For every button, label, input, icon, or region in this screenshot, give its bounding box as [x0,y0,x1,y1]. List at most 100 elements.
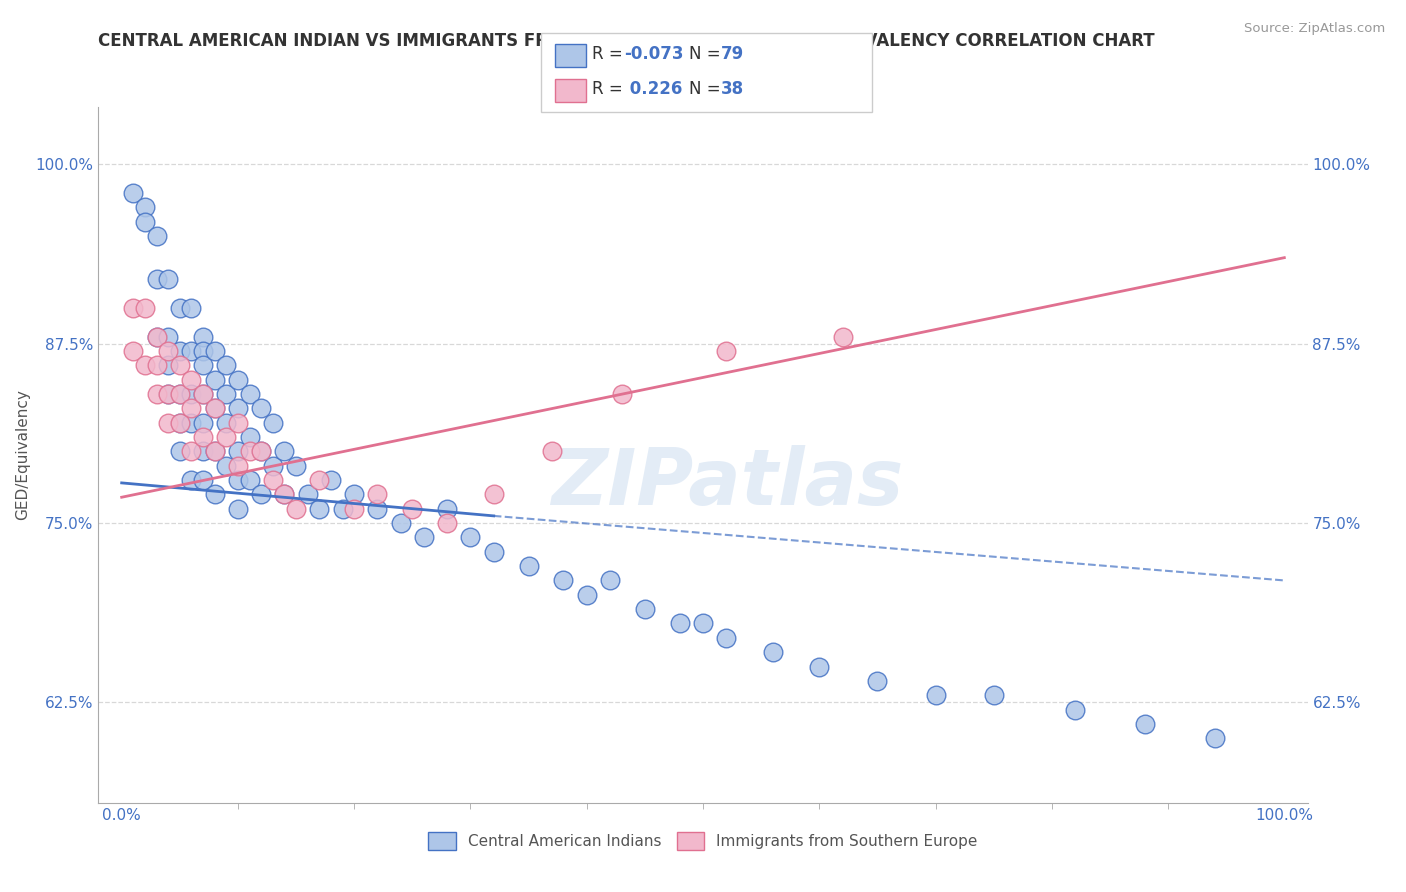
Point [308,473,330,487]
Point [239,444,262,458]
Text: 38: 38 [721,80,744,98]
Point [134,358,156,372]
Point [145,358,167,372]
Text: N =: N = [689,45,725,63]
Text: N =: N = [689,80,725,98]
Point [226,458,249,473]
Point [180,401,202,416]
Point [1064,702,1087,716]
Point [191,387,214,401]
Point [332,501,354,516]
Point [262,473,284,487]
Point [191,387,214,401]
Point [157,387,180,401]
Point [239,387,262,401]
Point [204,444,226,458]
Point [226,401,249,416]
Point [157,416,180,430]
Point [262,416,284,430]
Point [215,416,238,430]
Point [239,430,262,444]
Point [239,473,262,487]
Point [599,574,621,588]
Point [250,487,273,501]
Point [482,487,505,501]
Point [343,501,366,516]
Point [157,329,180,343]
Text: ZIPatlas: ZIPatlas [551,445,903,521]
Point [262,458,284,473]
Point [215,458,238,473]
Point [250,444,273,458]
Point [226,373,249,387]
Point [145,329,167,343]
Point [204,343,226,358]
Point [319,473,342,487]
Point [716,343,738,358]
Point [180,387,202,401]
Point [191,473,214,487]
Point [436,501,458,516]
Point [308,501,330,516]
Point [366,501,388,516]
Point [215,387,238,401]
Point [122,343,145,358]
Point [575,588,598,602]
Point [762,645,785,659]
Point [145,272,167,286]
Point [169,387,191,401]
Point [808,659,831,673]
Text: CENTRAL AMERICAN INDIAN VS IMMIGRANTS FROM SOUTHERN EUROPE GED/EQUIVALENCY CORRE: CENTRAL AMERICAN INDIAN VS IMMIGRANTS FR… [98,31,1156,49]
Point [831,329,853,343]
Point [169,416,191,430]
Text: 0.226: 0.226 [624,80,683,98]
Point [157,387,180,401]
Text: 79: 79 [721,45,745,63]
Point [145,229,167,244]
Point [204,401,226,416]
Point [924,688,946,702]
Point [401,501,423,516]
Legend: Central American Indians, Immigrants from Southern Europe: Central American Indians, Immigrants fro… [420,825,986,858]
Point [250,444,273,458]
Point [145,387,167,401]
Point [343,487,366,501]
Point [634,602,657,616]
Point [436,516,458,530]
Point [226,501,249,516]
Point [285,458,308,473]
Point [610,387,633,401]
Point [273,444,295,458]
Point [413,530,436,544]
Point [204,487,226,501]
Point [517,559,540,574]
Point [191,416,214,430]
Point [134,215,156,229]
Point [157,358,180,372]
Point [389,516,412,530]
Text: -0.073: -0.073 [624,45,683,63]
Point [215,358,238,372]
Point [273,487,295,501]
Point [366,487,388,501]
Point [180,444,202,458]
Point [983,688,1005,702]
Point [204,373,226,387]
Y-axis label: GED/Equivalency: GED/Equivalency [15,390,30,520]
Point [145,329,167,343]
Point [191,358,214,372]
Point [285,501,308,516]
Point [668,616,690,631]
Point [169,444,191,458]
Point [204,401,226,416]
Point [191,329,214,343]
Point [180,473,202,487]
Point [157,272,180,286]
Point [297,487,319,501]
Point [204,444,226,458]
Point [191,430,214,444]
Point [122,301,145,315]
Point [273,487,295,501]
Point [191,343,214,358]
Point [134,301,156,315]
